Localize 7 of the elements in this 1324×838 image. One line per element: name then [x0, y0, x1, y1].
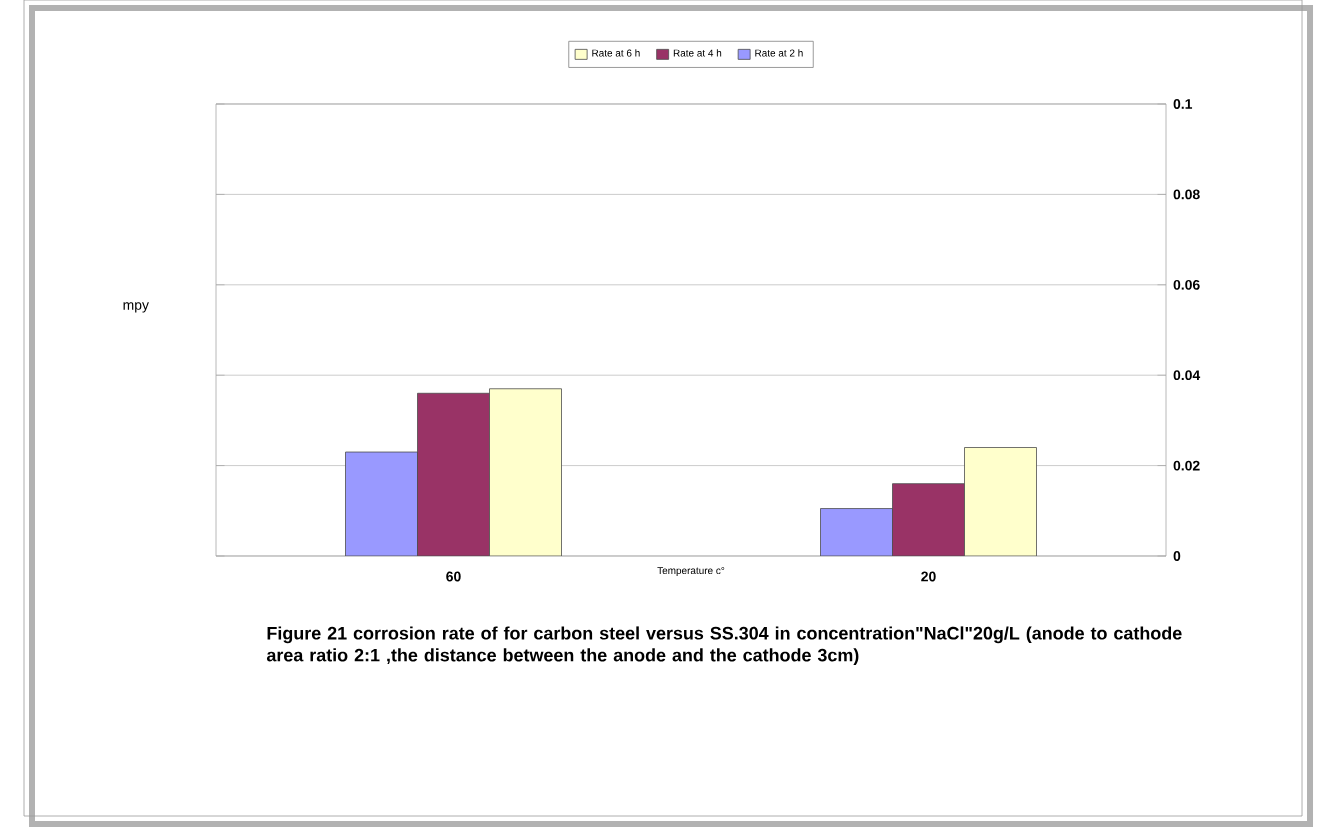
- caption: Figure 21 corrosion rate of for carbon steel versus SS.304 in concentration"NaCl"20g/L (anode to cathode area ratio 2:1 ,the distance between the anode and the cathode 3cm): [266, 626, 1182, 666]
- bar: [489, 388, 562, 556]
- bar: [964, 447, 1037, 556]
- bar: [417, 392, 490, 556]
- bar: [820, 508, 893, 556]
- bar: [345, 451, 418, 556]
- bar: [892, 483, 965, 556]
